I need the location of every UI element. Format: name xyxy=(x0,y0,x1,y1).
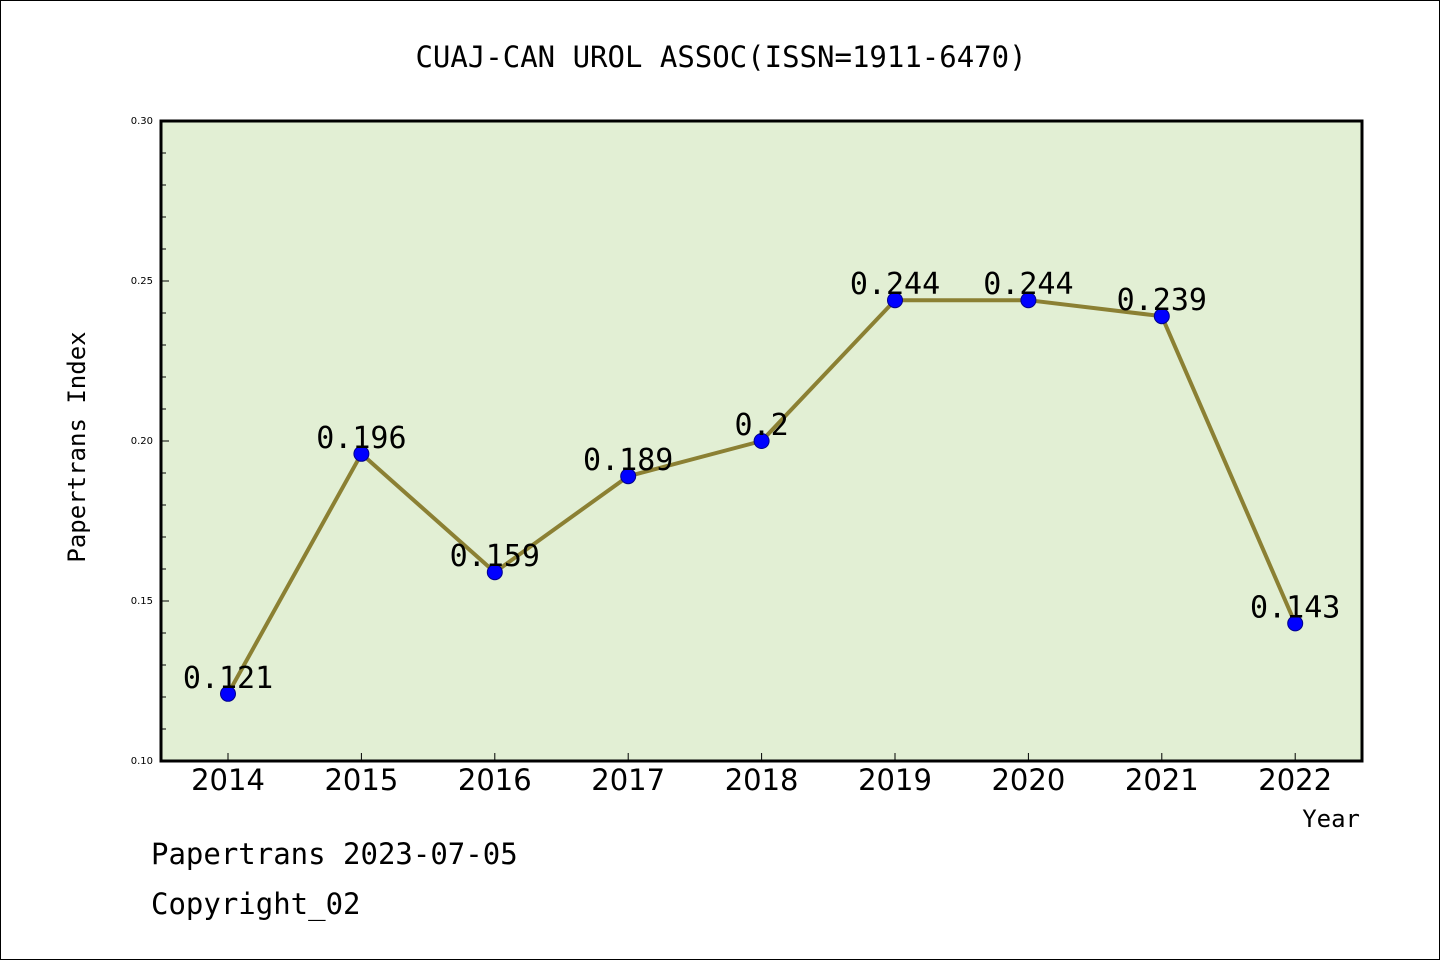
data-label: 0.239 xyxy=(1117,283,1207,318)
x-tick-label: 2014 xyxy=(191,763,265,797)
data-labels: 0.121 0.196 0.159 0.189 0.2 0.244 0.244 0.239 0.… xyxy=(183,267,1341,696)
data-label: 0.143 xyxy=(1250,590,1340,625)
y-tick-label: 0.30 xyxy=(131,116,153,127)
x-axis: 2014 2015 2016 2017 2018 2019 2020 2021 2022 xyxy=(191,753,1332,797)
data-point xyxy=(753,433,770,449)
data-label: 0.244 xyxy=(983,267,1073,302)
data-point xyxy=(353,445,370,462)
y-tick-label: 0.25 xyxy=(131,276,153,287)
x-tick-label: 2021 xyxy=(1125,763,1199,797)
y-axis: 0.10 0.15 0.20 0.25 0.30 xyxy=(131,116,169,767)
x-tick-label: 2020 xyxy=(991,763,1065,797)
data-point xyxy=(220,685,236,702)
y-axis-label: Papertrans Index xyxy=(63,331,91,562)
x-tick-label: 2015 xyxy=(324,763,398,797)
series-markers xyxy=(220,292,1304,702)
x-tick-label: 2018 xyxy=(725,763,799,797)
data-label: 0.159 xyxy=(450,539,540,574)
data-point xyxy=(1020,292,1037,309)
data-point xyxy=(887,292,903,309)
footer-date: Papertrans 2023-07-05 xyxy=(151,837,518,871)
x-tick-label: 2019 xyxy=(858,763,932,797)
data-label: 0.189 xyxy=(583,443,673,478)
data-point xyxy=(1153,308,1170,325)
x-tick-label: 2017 xyxy=(591,763,665,797)
y-tick-label: 0.10 xyxy=(131,756,153,767)
data-point xyxy=(1287,615,1304,632)
data-label: 0.196 xyxy=(316,421,406,456)
x-tick-label: 2022 xyxy=(1258,763,1332,797)
chart-title: CUAJ-CAN UROL ASSOC(ISSN=1911-6470) xyxy=(415,40,1026,74)
data-point xyxy=(620,468,637,485)
x-axis-label: Year xyxy=(1302,805,1360,833)
x-tick-label: 2016 xyxy=(458,763,532,797)
footer-copyright: Copyright_02 xyxy=(151,887,361,921)
data-label: 0.244 xyxy=(850,267,940,302)
y-tick-label: 0.20 xyxy=(131,436,153,447)
data-label: 0.2 xyxy=(735,408,789,443)
data-point xyxy=(486,564,503,581)
y-tick-label: 0.15 xyxy=(131,596,153,607)
data-label: 0.121 xyxy=(183,661,273,696)
